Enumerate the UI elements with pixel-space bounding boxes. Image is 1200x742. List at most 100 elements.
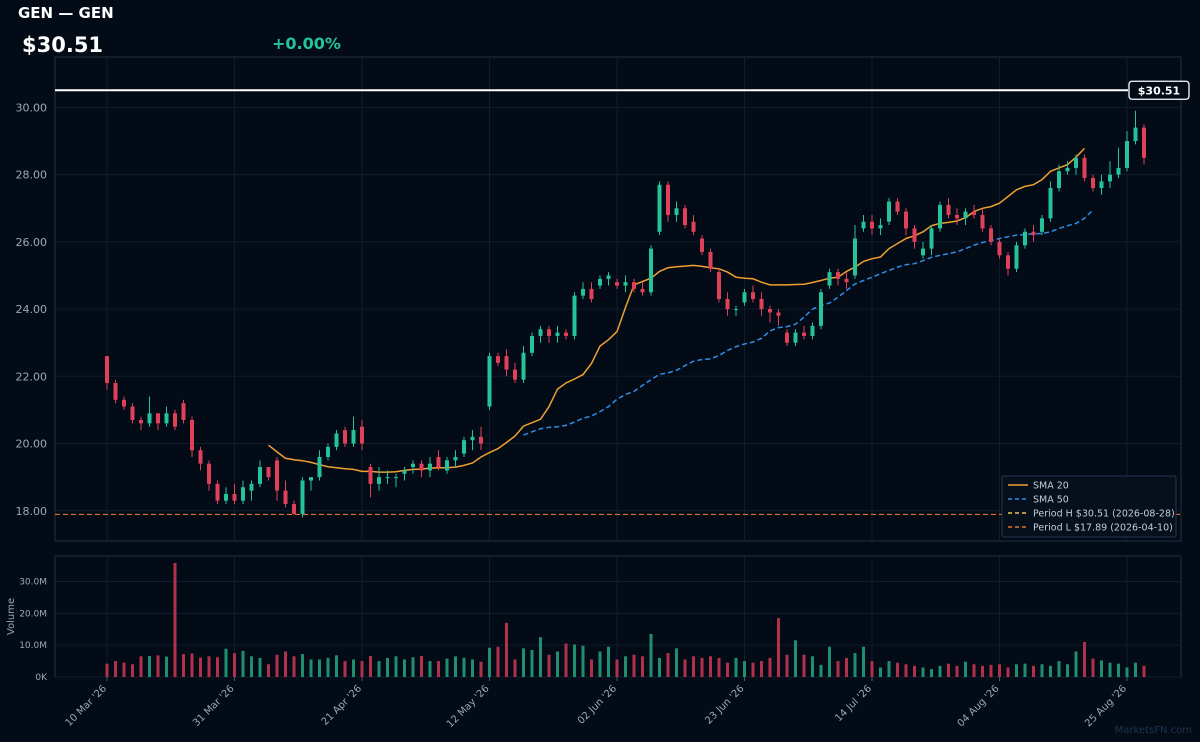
volume-bar xyxy=(267,664,270,677)
candle-body xyxy=(1108,174,1112,182)
volume-bar xyxy=(870,661,874,677)
candle-body xyxy=(887,201,891,222)
volume-bar xyxy=(479,661,483,677)
volume-bar xyxy=(624,656,627,677)
volume-bar xyxy=(777,618,780,677)
volume-bar xyxy=(1049,665,1052,677)
candle-body xyxy=(343,430,347,444)
volume-bar xyxy=(394,656,398,677)
candle-body xyxy=(181,403,186,420)
volume-bar xyxy=(122,662,126,677)
candle-body xyxy=(946,204,951,215)
volume-bar xyxy=(913,665,916,677)
volume-bar xyxy=(224,648,228,677)
volume-bar xyxy=(445,658,449,677)
volume-bar xyxy=(785,654,789,677)
candle-body xyxy=(793,332,798,343)
volume-bar xyxy=(615,659,619,677)
candle-body xyxy=(785,332,789,343)
volume-bar xyxy=(352,659,355,677)
price-tick-label: 18.00 xyxy=(16,505,48,518)
candle-body xyxy=(266,467,271,478)
candle-body xyxy=(606,275,611,279)
volume-bar xyxy=(182,654,185,677)
volume-bar xyxy=(131,664,134,677)
x-tick-label: 25 Aug '26 xyxy=(1083,683,1129,729)
volume-tick-label: 0K xyxy=(35,673,48,683)
candle-body xyxy=(428,463,432,471)
volume-bar xyxy=(207,656,211,677)
volume-bar xyxy=(369,655,372,677)
candle-body xyxy=(844,278,849,283)
volume-bar xyxy=(386,657,389,677)
volume-bar xyxy=(981,665,984,677)
volume-bar xyxy=(1083,641,1086,677)
candle-body xyxy=(487,356,492,407)
volume-bar xyxy=(233,653,236,677)
volume-bar xyxy=(879,667,882,677)
legend-entry: Period H $30.51 (2026-08-28) xyxy=(1033,509,1175,520)
volume-bar xyxy=(360,661,364,677)
legend-entry: Period L $17.89 (2026-04-10) xyxy=(1033,523,1173,534)
candle-body xyxy=(598,278,602,286)
candle-body xyxy=(300,480,305,515)
candle-body xyxy=(819,292,823,326)
volume-panel-frame xyxy=(54,555,1182,678)
volume-bar xyxy=(139,656,143,677)
current-price: $30.51 xyxy=(22,33,104,57)
volume-bar xyxy=(539,637,542,677)
volume-bar xyxy=(998,664,1001,677)
candle-body xyxy=(394,477,398,479)
volume-bar xyxy=(726,662,729,677)
volume-bar xyxy=(734,657,738,677)
sma50-line xyxy=(523,209,1094,436)
volume-bar xyxy=(335,655,338,677)
candle-body xyxy=(275,460,279,491)
candle-body xyxy=(1082,157,1087,178)
x-tick-label: 02 Jun '26 xyxy=(576,683,619,726)
volume-bar xyxy=(1032,665,1035,677)
volume-bar xyxy=(488,647,491,677)
candle-body xyxy=(419,463,424,471)
candle-body xyxy=(810,325,815,336)
volume-bar xyxy=(887,661,891,677)
volume-bar xyxy=(811,656,814,677)
candle-body xyxy=(717,272,721,299)
volume-bar xyxy=(403,659,406,677)
candle-body xyxy=(385,477,390,479)
candle-body xyxy=(368,467,373,484)
candle-body xyxy=(1125,141,1129,168)
candle-body xyxy=(411,463,415,468)
candle-body xyxy=(955,214,959,219)
volume-bar xyxy=(190,653,194,677)
volume-bar xyxy=(1040,664,1044,677)
candle-body xyxy=(657,184,662,232)
volume-bar xyxy=(904,664,908,677)
volume-bar xyxy=(1142,665,1146,677)
candle-body xyxy=(870,221,874,229)
volume-bar xyxy=(547,654,551,677)
volume-bar xyxy=(216,657,219,677)
volume-bar xyxy=(683,659,687,677)
x-tick-label: 23 Jun '26 xyxy=(703,683,746,726)
candle-body xyxy=(878,225,883,229)
volume-bar xyxy=(862,646,865,677)
volume-bar xyxy=(275,654,279,677)
candle-body xyxy=(751,292,755,299)
volume-bar xyxy=(318,659,321,677)
volume-bar xyxy=(1023,663,1027,677)
volume-bar xyxy=(692,656,695,677)
candle-body xyxy=(768,309,772,313)
price-panel-frame xyxy=(54,56,1182,542)
x-tick-label: 10 Mar '26 xyxy=(64,683,110,729)
candle-body xyxy=(334,433,339,447)
volume-bar xyxy=(853,653,857,677)
candle-body xyxy=(623,282,628,286)
volume-bar xyxy=(675,648,678,677)
candle-body xyxy=(547,329,551,336)
volume-bar xyxy=(700,657,704,677)
last-price-tag: $30.51 xyxy=(1138,84,1180,97)
candle-body xyxy=(309,477,313,481)
candle-body xyxy=(317,456,322,478)
x-axis: 10 Mar '26 31 Mar '26 21 Apr '26 12 May '26… xyxy=(64,677,1129,730)
